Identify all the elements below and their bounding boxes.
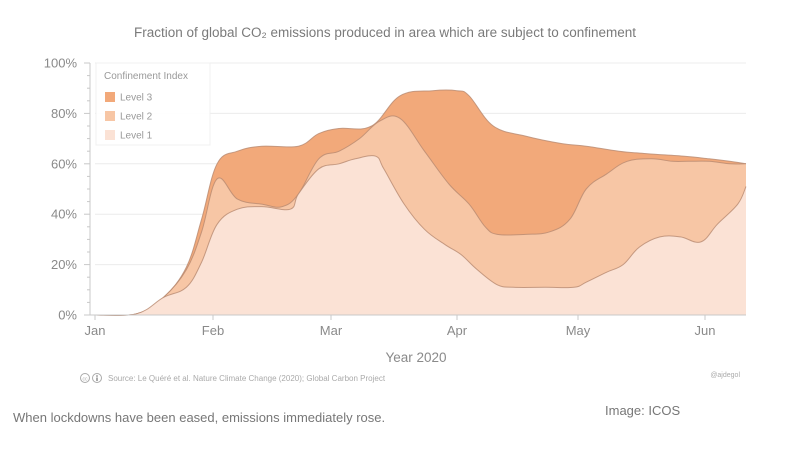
x-tick-label: Feb: [202, 323, 224, 338]
line-level-1: [94, 155, 747, 316]
author-credit: @ajdegol: [710, 372, 740, 379]
x-tick-label: Mar: [320, 323, 343, 338]
legend-swatch-level-1: [105, 130, 115, 140]
legend-title: Confinement Index: [104, 71, 188, 82]
legend-label: Level 1: [120, 131, 153, 142]
y-tick-label: 40%: [51, 207, 77, 222]
y-tick-label: 100%: [44, 56, 78, 71]
legend-swatch-level-3: [105, 92, 115, 102]
cc-icon: [80, 373, 90, 383]
y-tick-label: 20%: [51, 257, 77, 272]
by-icon-body: [96, 377, 98, 381]
axes: 0% 20% 40% 60% 80% 100% Jan Feb Mar Apr May Jun: [44, 56, 746, 338]
x-tick-label: Jan: [85, 323, 106, 338]
x-tick-label: Apr: [447, 323, 468, 338]
y-tick-label: 80%: [51, 106, 77, 121]
line-level-2: [94, 115, 747, 316]
area-series: [94, 89, 747, 316]
chart-title: Fraction of global CO₂ emissions produce…: [134, 25, 636, 40]
x-tick-label: Jun: [695, 323, 716, 338]
x-axis-title: Year 2020: [385, 350, 446, 365]
by-icon-head: [96, 375, 98, 377]
cc-icon-glyph: cc: [83, 377, 89, 383]
image-credit: Image: ICOS: [605, 403, 681, 418]
chart: Fraction of global CO₂ emissions produce…: [43, 25, 747, 383]
legend-label: Level 2: [120, 112, 153, 123]
y-tick-label: 60%: [51, 156, 77, 171]
y-tick-label: 0%: [58, 308, 77, 323]
by-icon: [92, 373, 102, 383]
legend: Confinement Index Level 3 Level 2 Level 1: [95, 62, 211, 146]
source-text: Source: Le Quéré et al. Nature Climate C…: [108, 374, 386, 383]
legend-swatch-level-2: [105, 111, 115, 121]
area-level-1: [95, 155, 746, 316]
line-level-3: [94, 89, 747, 316]
x-tick-label: May: [566, 323, 591, 338]
license-icons: cc: [80, 373, 102, 383]
caption: When lockdowns have been eased, emission…: [13, 410, 386, 425]
legend-label: Level 3: [120, 93, 153, 104]
